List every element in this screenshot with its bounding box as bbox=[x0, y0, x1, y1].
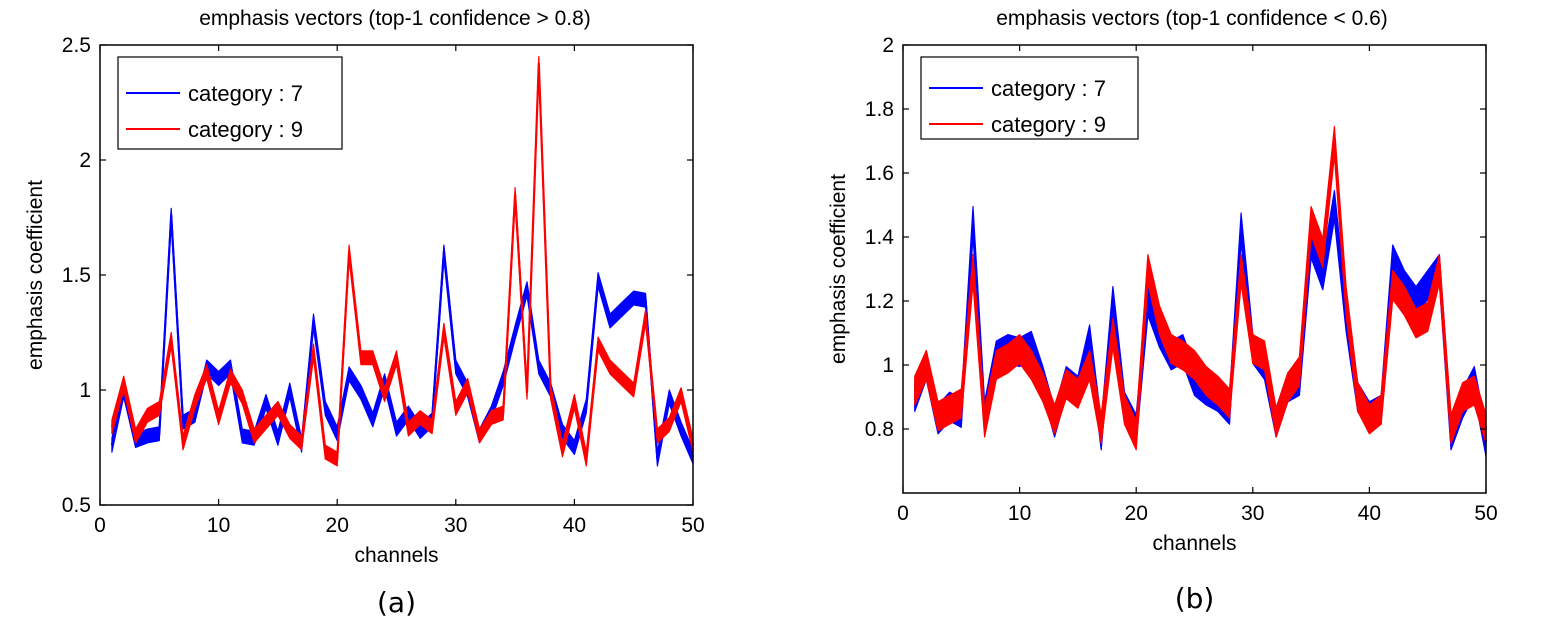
y-axis-label: emphasis coefficient bbox=[24, 180, 47, 370]
y-axis-label: emphasis coefficient bbox=[827, 174, 850, 364]
y-tick-label: 1 bbox=[79, 379, 91, 402]
x-tick-label: 30 bbox=[1241, 502, 1264, 525]
series-line bbox=[110, 62, 695, 461]
y-tick-label: 2.5 bbox=[62, 34, 91, 57]
legend-item-category-7: category : 7 bbox=[929, 76, 1106, 101]
y-tick-label: 1.8 bbox=[865, 98, 894, 121]
legend: category : 7 category : 9 bbox=[920, 56, 1139, 140]
y-tick-label: 2 bbox=[882, 34, 894, 57]
legend-label: category : 7 bbox=[188, 81, 303, 106]
x-tick-label: 50 bbox=[1474, 502, 1497, 525]
series-band bbox=[914, 125, 1487, 451]
x-tick-label: 20 bbox=[326, 514, 349, 537]
y-tick-label: 1.2 bbox=[865, 290, 894, 313]
series-category-7 bbox=[110, 207, 695, 467]
x-axis-label: channels bbox=[354, 544, 438, 567]
y-tick-label: 1.4 bbox=[865, 226, 895, 249]
x-tick-label: 30 bbox=[444, 514, 467, 537]
x-tick-label: 0 bbox=[897, 502, 909, 525]
chart-title: emphasis vectors (top-1 confidence > 0.8… bbox=[199, 7, 591, 30]
y-tick-label: 0.5 bbox=[62, 494, 91, 517]
legend-box bbox=[920, 56, 1139, 140]
series-line bbox=[110, 214, 695, 461]
x-tick-label: 40 bbox=[1358, 502, 1381, 525]
series-line bbox=[913, 139, 1488, 437]
legend-item-category-9: category : 9 bbox=[929, 112, 1106, 137]
series-band bbox=[111, 207, 694, 467]
y-tick-label: 2 bbox=[79, 149, 91, 172]
chart-title: emphasis vectors (top-1 confidence < 0.6… bbox=[996, 7, 1388, 30]
legend-label: category : 9 bbox=[991, 112, 1106, 137]
y-tick-label: 1.6 bbox=[865, 162, 894, 185]
x-tick-label: 10 bbox=[1008, 502, 1031, 525]
legend-label: category : 9 bbox=[188, 117, 303, 142]
panel-label: (a) bbox=[377, 586, 416, 619]
series-category-9 bbox=[913, 125, 1488, 451]
chart-a: 0 10 20 30 40 50 0.5 1 1.5 2 2.5 emphasis vectors (… bbox=[24, 7, 705, 619]
y-tick-label: 0.8 bbox=[865, 418, 894, 441]
plot-frame bbox=[902, 44, 1487, 494]
series-band bbox=[914, 190, 1487, 457]
y-tick-label: 1.5 bbox=[62, 264, 91, 287]
legend-label: category : 7 bbox=[991, 76, 1106, 101]
series-category-7 bbox=[913, 190, 1488, 457]
y-tick-label: 1 bbox=[882, 354, 894, 377]
x-tick-label: 50 bbox=[681, 514, 704, 537]
x-tick-label: 0 bbox=[94, 514, 106, 537]
x-axis-label: channels bbox=[1152, 532, 1236, 555]
legend-item-category-9: category : 9 bbox=[126, 117, 303, 142]
series-line bbox=[913, 203, 1488, 443]
x-tick-label: 40 bbox=[563, 514, 586, 537]
chart-b: 0 10 20 30 40 50 0.8 1 1.2 1.4 1.6 1.8 2 emphasis vec… bbox=[827, 7, 1498, 615]
panel-label: (b) bbox=[1175, 582, 1215, 615]
legend: category : 7 category : 9 bbox=[117, 56, 343, 150]
x-tick-label: 20 bbox=[1125, 502, 1148, 525]
legend-item-category-7: category : 7 bbox=[126, 81, 303, 106]
x-tick-label: 10 bbox=[207, 514, 230, 537]
legend-box bbox=[117, 56, 343, 150]
